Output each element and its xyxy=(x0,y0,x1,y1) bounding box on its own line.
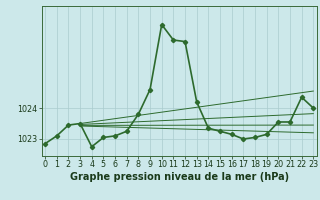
X-axis label: Graphe pression niveau de la mer (hPa): Graphe pression niveau de la mer (hPa) xyxy=(70,172,289,182)
